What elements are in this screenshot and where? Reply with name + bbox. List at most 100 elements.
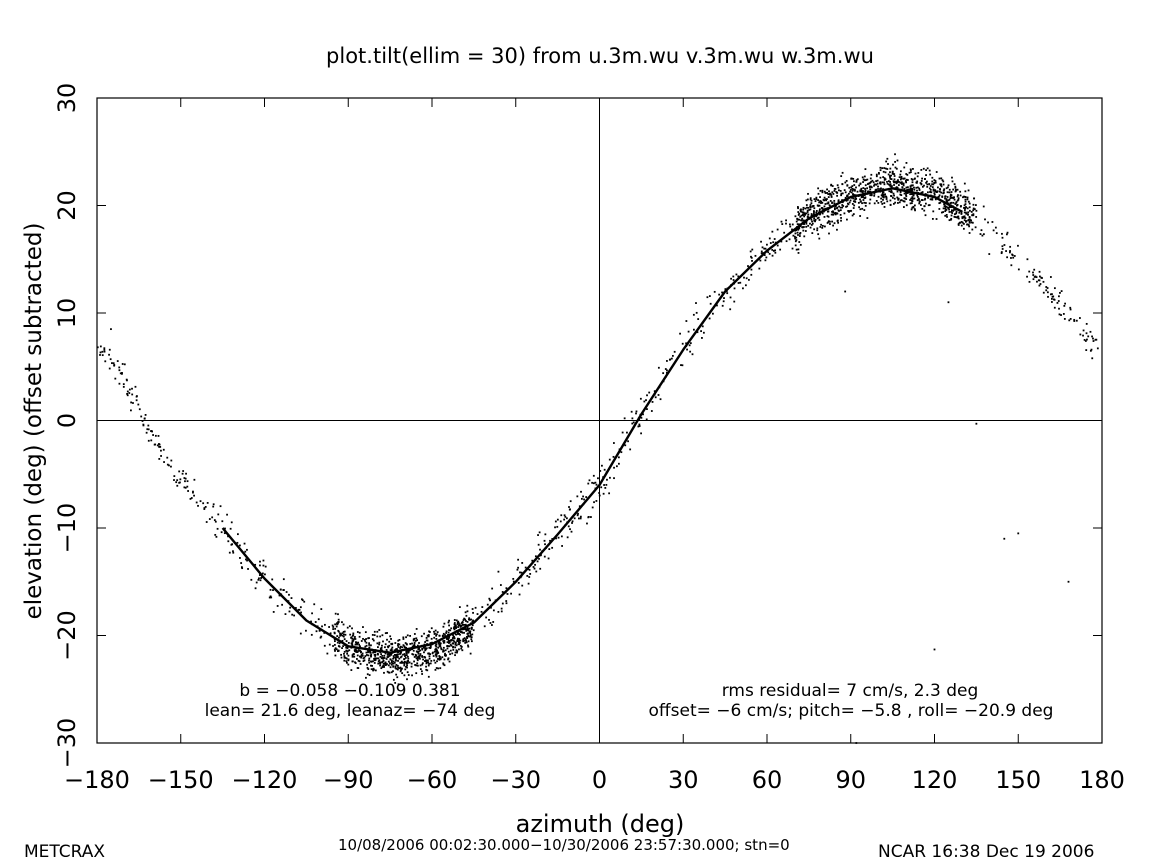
scatter-point (397, 651, 400, 654)
scatter-point (805, 204, 808, 206)
scatter-point (126, 392, 128, 395)
scatter-point (944, 206, 947, 209)
scatter-point (819, 189, 822, 192)
scatter-point (447, 639, 450, 642)
scatter-point (421, 655, 424, 658)
scatter-point (880, 200, 883, 203)
scatter-point (795, 248, 798, 251)
scatter-point (456, 623, 459, 625)
scatter-point (797, 211, 800, 213)
scatter-point (864, 204, 867, 207)
scatter-point (807, 206, 810, 209)
scatter-point (232, 550, 234, 553)
scatter-point (592, 482, 595, 485)
scatter-point (185, 472, 187, 475)
scatter-point (948, 211, 951, 213)
scatter-point (401, 672, 404, 675)
scatter-point (357, 659, 360, 662)
scatter-point (457, 639, 460, 642)
scatter-point (898, 180, 900, 183)
scatter-point (464, 618, 467, 621)
scatter-point (415, 650, 418, 653)
scatter-point (630, 410, 633, 413)
scatter-point (396, 648, 398, 650)
scatter-point (928, 187, 931, 190)
scatter-point (157, 435, 160, 437)
scatter-point (431, 641, 433, 644)
scatter-point (406, 634, 409, 637)
scatter-point (1001, 248, 1004, 250)
scatter-point (176, 479, 179, 482)
scatter-point (205, 521, 208, 523)
scatter-point (356, 667, 359, 669)
scatter-point (604, 487, 607, 489)
scatter-point (354, 636, 356, 638)
scatter-point (377, 653, 379, 656)
scatter-point (456, 651, 458, 654)
scatter-point (372, 669, 374, 672)
scatter-point (142, 423, 145, 426)
scatter-point (805, 225, 808, 228)
scatter-point (836, 184, 839, 187)
scatter-point (911, 206, 914, 209)
scatter-point (442, 625, 445, 628)
scatter-point (801, 217, 804, 220)
scatter-point (689, 342, 692, 345)
scatter-point (462, 640, 465, 643)
scatter-point (399, 647, 402, 649)
scatter-point (823, 196, 826, 199)
scatter-point (219, 505, 222, 508)
scatter-point (815, 196, 818, 199)
scatter-point (890, 185, 892, 188)
scatter-point (968, 216, 971, 219)
scatter-point (390, 663, 393, 666)
scatter-point (826, 222, 829, 224)
scatter-point (427, 634, 430, 636)
scatter-point (860, 196, 863, 199)
scatter-point (135, 399, 138, 402)
scatter-point (751, 248, 754, 251)
scatter-point (350, 642, 353, 645)
scatter-point (820, 200, 823, 203)
scatter-point (934, 181, 937, 184)
scatter-point (103, 348, 106, 351)
scatter-point (443, 664, 446, 667)
scatter-point (859, 215, 862, 217)
scatter-point (459, 626, 462, 628)
scatter-point (405, 636, 407, 639)
scatter-point (794, 215, 797, 218)
scatter-point (343, 655, 346, 657)
scatter-point (856, 178, 859, 181)
scatter-point (869, 188, 872, 191)
scatter-point (820, 207, 823, 209)
scatter-point (458, 643, 460, 646)
scatter-point (824, 198, 827, 201)
scatter-point (966, 223, 969, 226)
scatter-point (293, 614, 296, 617)
scatter-point (881, 194, 884, 197)
scatter-point (392, 655, 395, 657)
scatter-point (518, 593, 521, 596)
scatter-point (920, 180, 923, 182)
scatter-point (578, 517, 580, 520)
scatter-point (401, 646, 404, 649)
scatter-point (928, 204, 931, 206)
scatter-point (1090, 348, 1093, 351)
scatter-point (343, 656, 346, 659)
scatter-point (813, 211, 815, 213)
scatter-point (452, 634, 454, 637)
scatter-point (403, 658, 405, 661)
scatter-point (823, 190, 826, 193)
scatter-point (395, 673, 398, 676)
scatter-point (806, 206, 808, 209)
scatter-point (1086, 338, 1088, 341)
scatter-point (894, 166, 897, 169)
scatter-point (948, 206, 951, 209)
scatter-point (945, 200, 948, 202)
scatter-point (348, 649, 351, 652)
scatter-point (874, 183, 876, 186)
scatter-point (1049, 293, 1052, 296)
scatter-point (390, 643, 393, 645)
scatter-point (788, 238, 791, 241)
scatter-point (217, 513, 220, 516)
